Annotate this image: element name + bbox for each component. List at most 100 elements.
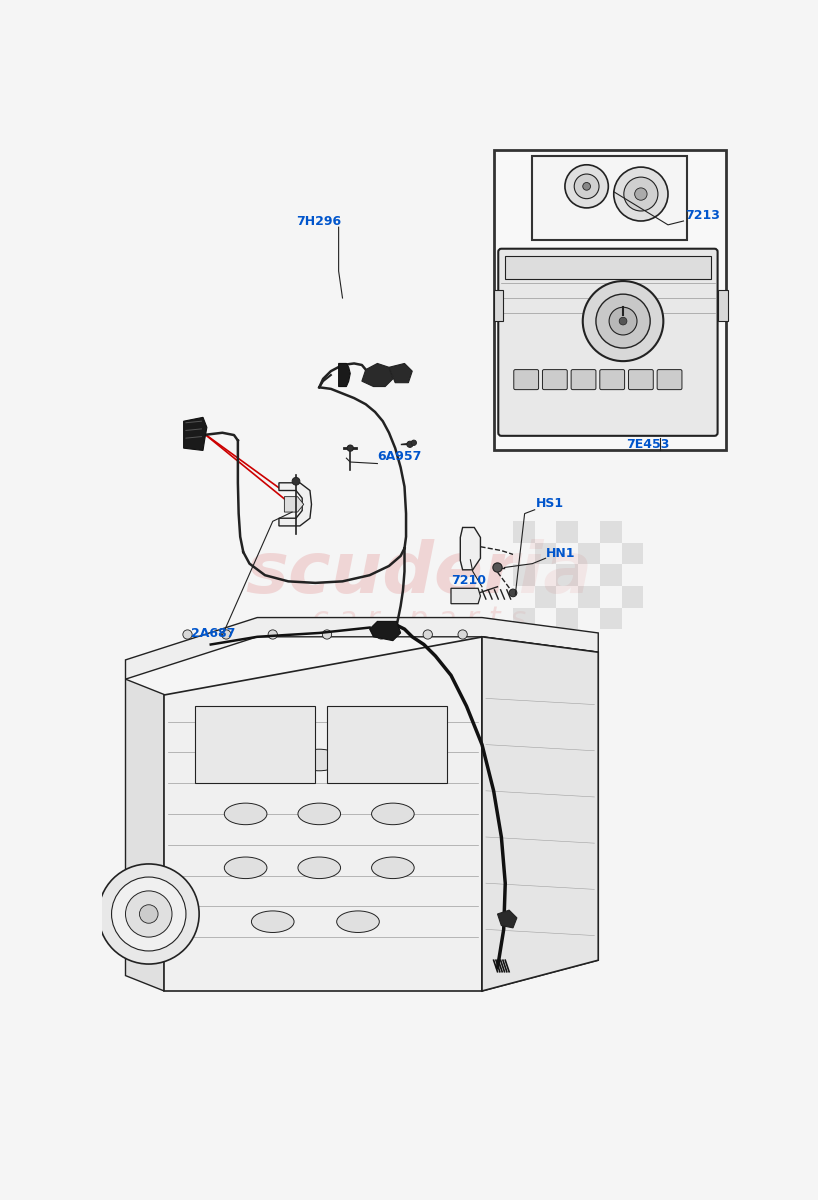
Polygon shape — [370, 622, 401, 641]
Circle shape — [614, 167, 668, 221]
Ellipse shape — [371, 803, 414, 824]
Circle shape — [292, 478, 300, 485]
Bar — [556, 586, 578, 607]
Bar — [622, 564, 643, 586]
Bar — [556, 607, 578, 629]
Text: HS1: HS1 — [536, 498, 564, 510]
Circle shape — [423, 630, 433, 640]
Polygon shape — [389, 364, 412, 383]
Bar — [493, 290, 503, 322]
Text: HN1: HN1 — [546, 547, 576, 559]
Ellipse shape — [337, 911, 380, 932]
Ellipse shape — [371, 857, 414, 878]
Bar — [535, 542, 556, 564]
Bar — [327, 706, 447, 784]
Text: 7210: 7210 — [451, 575, 486, 588]
Polygon shape — [339, 364, 350, 386]
Bar — [196, 706, 316, 784]
Circle shape — [582, 281, 663, 361]
Polygon shape — [125, 679, 164, 991]
Circle shape — [322, 630, 331, 640]
Bar — [600, 521, 622, 542]
Polygon shape — [461, 528, 480, 570]
Circle shape — [509, 589, 517, 596]
Bar — [600, 607, 622, 629]
Polygon shape — [285, 497, 303, 512]
Circle shape — [411, 440, 416, 445]
Bar — [600, 564, 622, 586]
Ellipse shape — [224, 749, 267, 770]
Bar — [493, 150, 726, 450]
FancyBboxPatch shape — [600, 370, 625, 390]
Circle shape — [493, 563, 502, 572]
Ellipse shape — [298, 803, 340, 824]
Bar — [578, 542, 600, 564]
Circle shape — [139, 905, 158, 923]
Bar — [578, 521, 600, 542]
Polygon shape — [164, 637, 482, 991]
Circle shape — [609, 307, 637, 335]
Ellipse shape — [298, 857, 340, 878]
Bar — [535, 586, 556, 607]
Circle shape — [458, 630, 467, 640]
Text: scuderia: scuderia — [245, 539, 593, 608]
Bar — [513, 542, 535, 564]
Polygon shape — [497, 910, 517, 928]
Ellipse shape — [298, 749, 340, 770]
Bar — [513, 607, 535, 629]
Polygon shape — [362, 364, 393, 386]
Bar — [578, 607, 600, 629]
Bar — [506, 256, 711, 278]
Polygon shape — [279, 482, 312, 526]
Bar — [535, 607, 556, 629]
Text: 7213: 7213 — [685, 210, 720, 222]
Bar — [535, 521, 556, 542]
Circle shape — [222, 630, 231, 640]
Bar — [622, 607, 643, 629]
Bar — [535, 564, 556, 586]
Bar — [622, 586, 643, 607]
Circle shape — [376, 630, 386, 640]
Bar — [622, 542, 643, 564]
Circle shape — [268, 630, 277, 640]
Text: 7E453: 7E453 — [626, 438, 669, 451]
Bar — [600, 586, 622, 607]
FancyBboxPatch shape — [657, 370, 682, 390]
Ellipse shape — [251, 911, 294, 932]
Circle shape — [407, 442, 413, 448]
Bar — [600, 542, 622, 564]
Circle shape — [624, 178, 658, 211]
Circle shape — [183, 630, 192, 640]
Text: 6A957: 6A957 — [377, 450, 422, 463]
Bar — [533, 156, 687, 240]
Circle shape — [635, 188, 647, 200]
Bar — [578, 586, 600, 607]
Circle shape — [596, 294, 650, 348]
FancyBboxPatch shape — [628, 370, 654, 390]
Polygon shape — [183, 418, 207, 450]
Ellipse shape — [224, 803, 267, 824]
Circle shape — [111, 877, 186, 950]
FancyBboxPatch shape — [542, 370, 567, 390]
Circle shape — [582, 182, 591, 190]
Bar — [718, 290, 728, 322]
Polygon shape — [482, 637, 598, 991]
Ellipse shape — [371, 749, 414, 770]
Polygon shape — [482, 637, 598, 991]
Bar — [556, 542, 578, 564]
Bar — [622, 521, 643, 542]
Text: 2A687: 2A687 — [191, 626, 236, 640]
Circle shape — [98, 864, 199, 964]
FancyBboxPatch shape — [498, 248, 717, 436]
Polygon shape — [125, 618, 598, 679]
Text: 7H296: 7H296 — [296, 215, 341, 228]
Circle shape — [574, 174, 599, 199]
Bar — [556, 564, 578, 586]
FancyBboxPatch shape — [514, 370, 538, 390]
Bar — [556, 521, 578, 542]
Bar — [578, 564, 600, 586]
Text: c a r   p a r t s: c a r p a r t s — [312, 605, 526, 635]
Circle shape — [565, 164, 609, 208]
Bar — [513, 521, 535, 542]
Bar — [513, 564, 535, 586]
